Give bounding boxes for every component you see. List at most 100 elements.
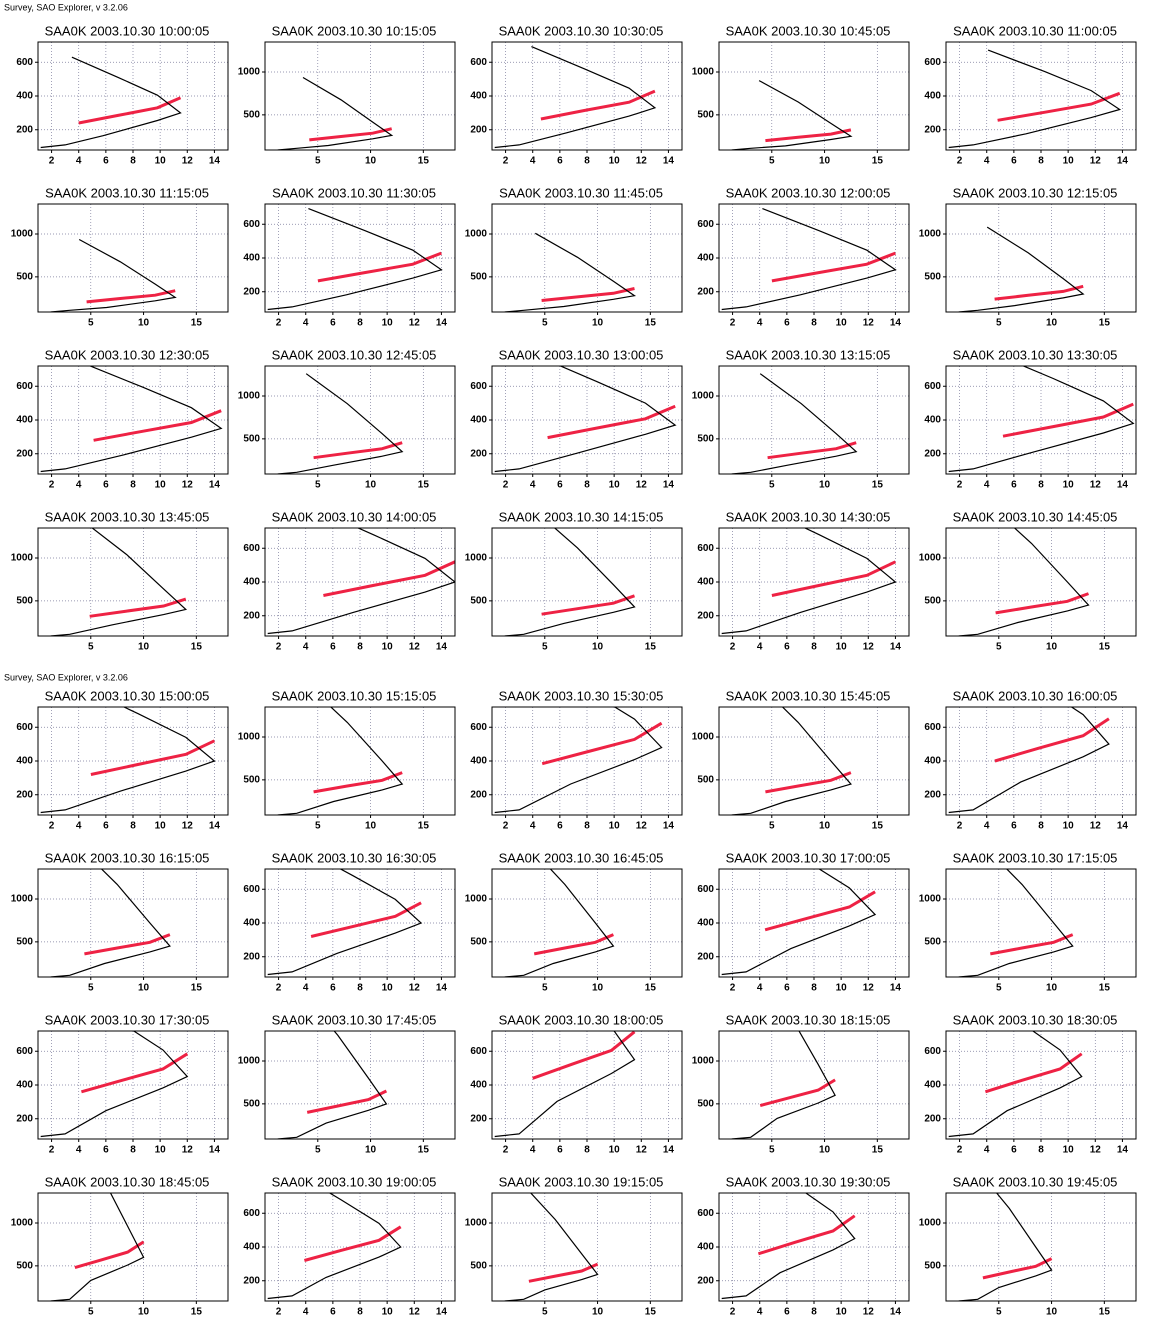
x-tick-label: 8 (1038, 1145, 1044, 1156)
x-tick-label: 6 (103, 1145, 109, 1156)
x-tick-label: 10 (819, 821, 831, 832)
panel: SAA0K 2003.10.30 12:45:05 500 1000 5 10 15 (238, 347, 456, 491)
y-tick-label: 400 (697, 918, 714, 929)
x-tick-label: 15 (1099, 983, 1111, 994)
x-tick-label: 6 (557, 821, 563, 832)
x-tick-label: 5 (315, 821, 321, 832)
y-tick-label: 1000 (919, 894, 942, 905)
x-tick-label: 5 (88, 642, 94, 653)
trace-line (323, 560, 455, 597)
x-tick-label: 10 (836, 318, 848, 329)
panel: SAA0K 2003.10.30 16:00:05 200 400 600 2 4 6 8 10… (924, 688, 1137, 832)
x-tick-label: 2 (276, 1307, 282, 1318)
trace-line (765, 771, 852, 794)
panel: SAA0K 2003.10.30 10:00:05 200 400 600 2 4 6 8 10… (16, 23, 229, 167)
panel: SAA0K 2003.10.30 11:30:05 200 400 600 2 4 6 8 10… (243, 185, 456, 329)
trace-line (540, 89, 656, 121)
y-tick-label: 400 (243, 577, 260, 588)
x-tick-label: 8 (130, 156, 136, 167)
panel-title: SAA0K 2003.10.30 15:45:05 (726, 688, 891, 703)
trace-line (310, 901, 422, 938)
plot-frame (945, 1030, 1137, 1140)
x-tick-label: 15 (191, 1307, 203, 1318)
y-tick-label: 500 (924, 271, 941, 282)
trace-line (40, 707, 216, 814)
plot-area (492, 528, 682, 636)
x-tick-label: 14 (209, 480, 221, 491)
trace-line (721, 869, 877, 976)
y-tick-label: 1000 (692, 67, 715, 78)
y-tick-label: 600 (470, 1046, 487, 1057)
trace-line (771, 560, 897, 597)
panel-title: SAA0K 2003.10.30 15:30:05 (499, 688, 664, 703)
x-tick-label: 14 (209, 821, 221, 832)
trace-line (541, 594, 635, 616)
panel: SAA0K 2003.10.30 15:30:05 200 400 600 2 4 6 8 10… (470, 688, 683, 832)
panel-title: SAA0K 2003.10.30 19:15:05 (499, 1174, 664, 1189)
x-tick-label: 4 (757, 642, 763, 653)
trace-line (313, 441, 403, 460)
plot-area (492, 869, 682, 977)
x-tick-label: 4 (76, 821, 82, 832)
panel: SAA0K 2003.10.30 17:30:05 200 400 600 2 4 6 8 10… (16, 1012, 229, 1156)
trace-line (721, 528, 897, 635)
y-tick-label: 200 (924, 448, 941, 459)
x-tick-label: 10 (155, 821, 167, 832)
plot-frame (37, 868, 229, 978)
y-tick-label: 600 (924, 1046, 941, 1057)
x-tick-label: 4 (984, 156, 990, 167)
x-tick-label: 12 (863, 642, 875, 653)
x-tick-label: 8 (811, 1307, 817, 1318)
panel-title: SAA0K 2003.10.30 13:15:05 (726, 347, 891, 362)
y-tick-label: 600 (924, 722, 941, 733)
x-tick-label: 15 (1099, 1307, 1111, 1318)
panel-title: SAA0K 2003.10.30 11:00:05 (953, 23, 1117, 38)
trace-line (40, 56, 182, 149)
x-tick-label: 10 (836, 642, 848, 653)
x-tick-label: 12 (409, 983, 421, 994)
plot-frame (945, 706, 1137, 816)
panel: SAA0K 2003.10.30 16:45:05 500 1000 5 10 15 (465, 850, 683, 994)
plot-area (946, 869, 1136, 977)
panel-title: SAA0K 2003.10.30 17:45:05 (272, 1012, 437, 1027)
y-tick-label: 500 (924, 595, 941, 606)
x-tick-label: 14 (1117, 156, 1129, 167)
y-tick-label: 400 (470, 756, 487, 767)
y-tick-label: 200 (697, 286, 714, 297)
x-tick-label: 10 (1046, 318, 1058, 329)
panel-title: SAA0K 2003.10.30 12:15:05 (953, 185, 1118, 200)
trace-line (267, 208, 443, 311)
x-tick-label: 2 (503, 821, 509, 832)
plot-area (946, 204, 1136, 312)
panel-title: SAA0K 2003.10.30 12:30:05 (45, 347, 210, 362)
plot-frame (945, 203, 1137, 313)
plot-frame (945, 365, 1137, 475)
y-tick-label: 200 (470, 124, 487, 135)
x-tick-label: 6 (784, 318, 790, 329)
y-tick-label: 200 (16, 124, 33, 135)
trace-line (313, 771, 403, 794)
panel-title: SAA0K 2003.10.30 13:30:05 (953, 347, 1118, 362)
y-tick-label: 400 (243, 253, 260, 264)
y-tick-label: 1000 (238, 67, 261, 78)
x-tick-label: 12 (636, 480, 648, 491)
panel-title: SAA0K 2003.10.30 13:45:05 (45, 509, 210, 524)
x-tick-label: 10 (365, 821, 377, 832)
panel: SAA0K 2003.10.30 10:30:05 200 400 600 2 4 6 8 10… (470, 23, 683, 167)
y-tick-label: 500 (697, 774, 714, 785)
y-tick-label: 1000 (919, 1218, 942, 1229)
panel-title: SAA0K 2003.10.30 14:45:05 (953, 509, 1118, 524)
trace-line (277, 373, 404, 474)
x-tick-label: 2 (276, 983, 282, 994)
plot-area (265, 366, 455, 474)
y-tick-label: 600 (697, 543, 714, 554)
panel-title: SAA0K 2003.10.30 19:30:05 (726, 1174, 891, 1189)
trace-line (494, 1031, 636, 1138)
x-tick-label: 8 (1038, 156, 1044, 167)
x-tick-label: 10 (1063, 821, 1075, 832)
y-tick-label: 400 (16, 1080, 33, 1091)
plot-area (719, 1031, 909, 1139)
trace-line (40, 1031, 189, 1138)
x-tick-label: 12 (863, 318, 875, 329)
y-tick-label: 500 (697, 433, 714, 444)
